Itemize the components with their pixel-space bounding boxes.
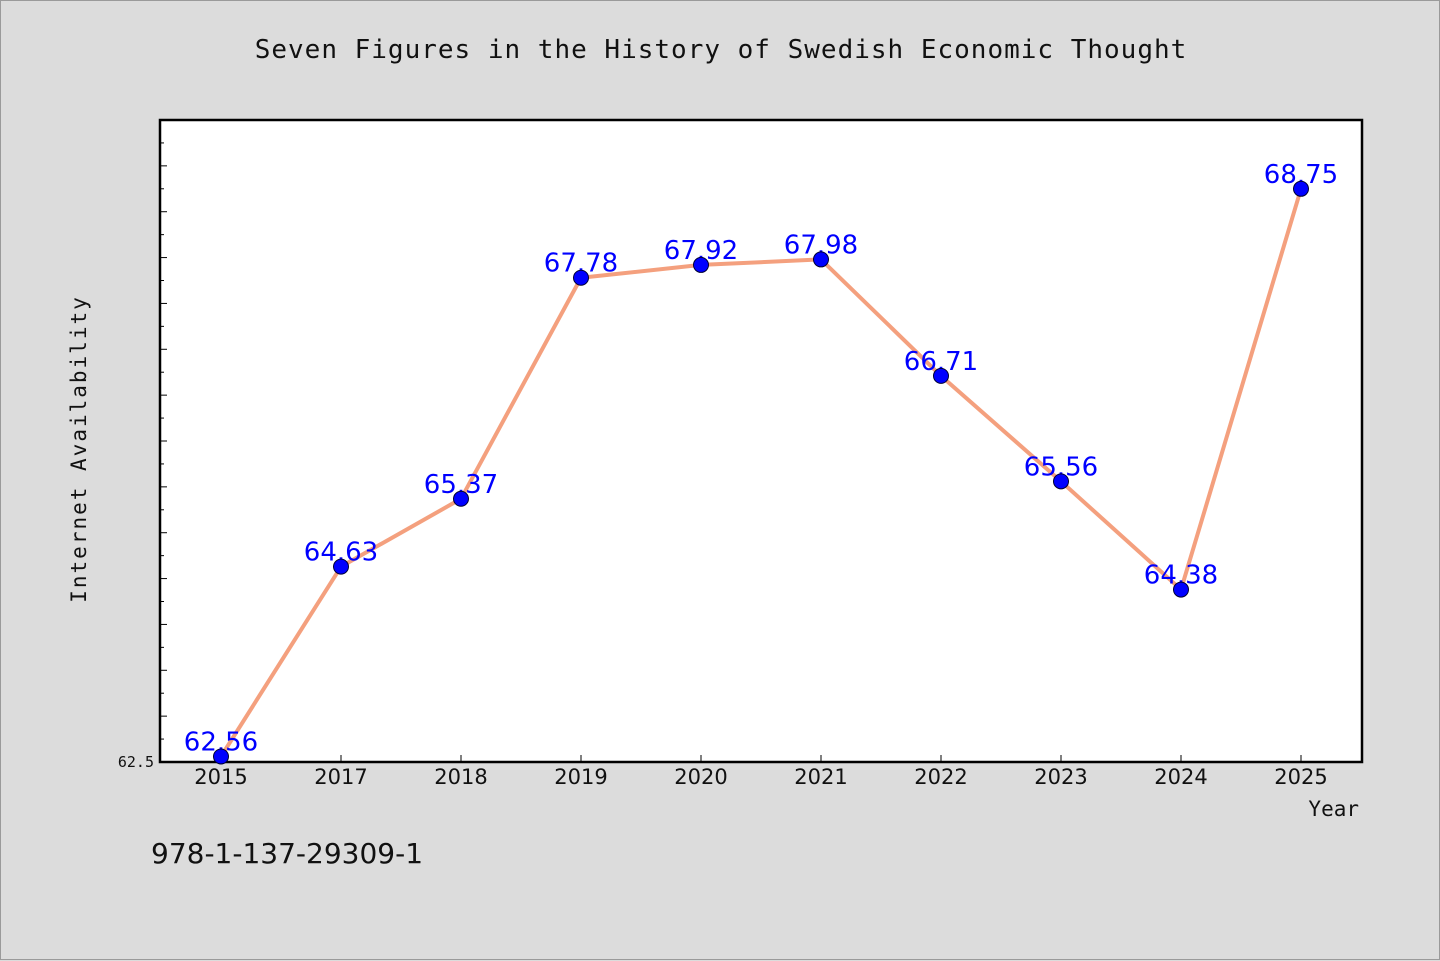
data-point xyxy=(933,367,949,384)
y-tick-label: 62.5 xyxy=(118,753,154,771)
x-tick-label: 2020 xyxy=(674,765,727,789)
x-tick-label: 2025 xyxy=(1274,765,1327,789)
data-point xyxy=(1173,581,1189,598)
x-tick-label: 2018 xyxy=(434,765,487,789)
x-tick-label: 2022 xyxy=(914,765,967,789)
chart-title: Seven Figures in the History of Swedish … xyxy=(254,35,1188,65)
data-point xyxy=(1053,473,1069,490)
x-tick-label: 2017 xyxy=(314,765,367,789)
x-tick-label: 2019 xyxy=(554,765,607,789)
plot-frame xyxy=(158,118,1364,764)
data-point xyxy=(573,269,589,286)
x-tick-label: 2021 xyxy=(794,765,847,789)
isbn-text: 978-1-137-29309-1 xyxy=(151,837,424,870)
data-point xyxy=(453,490,469,507)
data-point xyxy=(333,558,349,575)
data-point xyxy=(693,256,709,273)
series-line xyxy=(219,186,1303,759)
data-point xyxy=(813,251,829,268)
x-tick-label: 2024 xyxy=(1154,765,1207,789)
data-point xyxy=(1293,180,1309,197)
x-tick-label: 2023 xyxy=(1034,765,1087,789)
x-axis-label: Year xyxy=(1308,797,1359,821)
x-tick-label: 2015 xyxy=(194,765,247,789)
plot-area xyxy=(160,120,1362,762)
data-point xyxy=(213,748,229,765)
